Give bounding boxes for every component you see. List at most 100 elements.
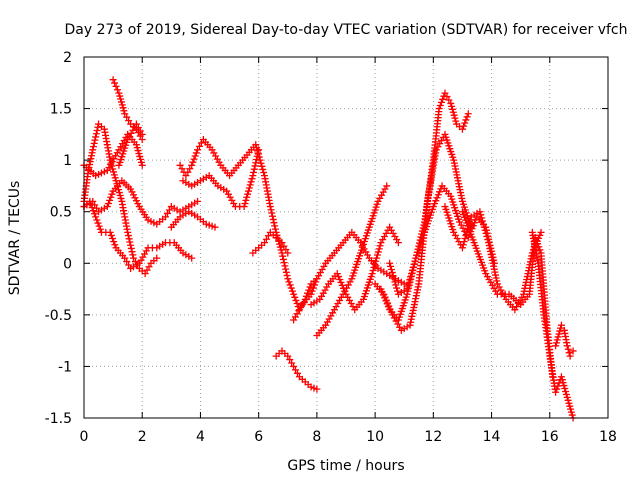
data-point-fill [254, 149, 262, 157]
data-point-fill [387, 262, 395, 270]
series-track-l [290, 228, 408, 324]
chart-title: Day 273 of 2019, Sidereal Day-to-day VTE… [64, 22, 627, 38]
data-point-fill [110, 238, 118, 246]
data-point-fill [478, 214, 486, 222]
data-point-fill [437, 98, 445, 106]
data-point-fill [305, 286, 313, 294]
data-point-fill [192, 149, 200, 157]
data-point-fill [304, 289, 312, 297]
data-point [307, 290, 315, 298]
data-point-fill [242, 196, 250, 204]
series-track-t [528, 228, 577, 422]
data-point-fill [244, 190, 252, 198]
data-point [458, 125, 466, 133]
x-tick-label: 8 [312, 429, 321, 445]
data-point-fill [268, 212, 276, 220]
y-tick-label: -1 [58, 359, 72, 375]
data-point [103, 203, 111, 211]
data-point-fill [407, 273, 415, 281]
data-point-fill [483, 232, 491, 240]
x-tick-label: 18 [599, 429, 617, 445]
data-point-fill [565, 349, 573, 357]
data-point [552, 388, 560, 396]
data-point [138, 130, 146, 138]
data-point-fill [281, 262, 289, 270]
data-point-fill [243, 193, 251, 201]
x-tick-label: 0 [80, 429, 89, 445]
data-point-fill [113, 86, 121, 94]
data-point-fill [93, 216, 101, 224]
data-point-fill [388, 269, 396, 277]
data-point-fill [126, 238, 134, 246]
series-track-h [179, 146, 263, 211]
data-point-fill [406, 276, 414, 284]
data-point-fill [370, 263, 378, 271]
data-point-fill [259, 165, 267, 173]
data-point-fill [267, 206, 275, 214]
data-point [458, 244, 466, 252]
data-point-fill [389, 272, 397, 280]
data-point-fill [250, 165, 258, 173]
data-point-fill [124, 232, 132, 240]
y-tick-labels: -1.5 -1 -0.5 0 0.5 1 1.5 2 [45, 50, 72, 427]
data-point-fill [436, 101, 444, 109]
data-point-fill [89, 207, 97, 215]
data-point [211, 223, 219, 231]
data-point-fill [282, 268, 290, 276]
data-point-fill [306, 283, 314, 291]
data-point-fill [462, 116, 470, 124]
data-point [266, 203, 274, 211]
data-point-fill [479, 217, 487, 225]
data-point [368, 270, 376, 278]
data-point-fill [91, 136, 99, 144]
data-point-fill [293, 300, 301, 308]
data-point-fill [270, 219, 278, 227]
data-point-fill [390, 275, 398, 283]
data-point-fill [95, 222, 103, 230]
data-point-fill [535, 243, 543, 251]
data-point-fill [104, 199, 112, 207]
x-tick-label: 14 [483, 429, 501, 445]
data-point [290, 290, 298, 298]
series-track-i [167, 208, 219, 231]
data-point-fill [405, 279, 413, 287]
y-tick-label: -1.5 [45, 411, 72, 427]
y-axis-title: SDTVAR / TECUs [7, 181, 23, 296]
x-tick-label: 12 [424, 429, 442, 445]
data-point-fill [279, 255, 287, 263]
grid-lines [84, 57, 608, 418]
data-point-fill [271, 225, 279, 233]
y-tick-label: 0 [63, 256, 72, 272]
data-point-fill [246, 181, 254, 189]
data-point [557, 321, 565, 329]
x-tick-label: 6 [254, 429, 263, 445]
data-point-fill [287, 284, 295, 292]
data-point-fill [393, 284, 401, 292]
data-point [400, 280, 408, 288]
data-point-fill [245, 184, 253, 192]
data-point-fill [308, 287, 316, 295]
data-point-fill [460, 238, 468, 246]
series-track-j [249, 228, 292, 257]
data-point [188, 161, 196, 169]
data-point-fill [127, 244, 135, 252]
data-point-fill [373, 251, 381, 259]
data-point-fill [369, 267, 377, 275]
tick-marks [83, 56, 609, 419]
data-point-fill [252, 155, 260, 163]
data-point-fill [460, 122, 468, 130]
data-point-fill [394, 287, 402, 295]
data-point-fill [484, 236, 492, 244]
data-point-fill [108, 190, 116, 198]
data-point-fill [127, 241, 135, 249]
series-track-m [307, 223, 402, 314]
data-point-fill [112, 82, 120, 90]
data-point-fill [461, 119, 469, 127]
data-point-fill [311, 281, 319, 289]
data-point-fill [96, 225, 104, 233]
data-point [403, 285, 411, 293]
data-point-fill [461, 235, 469, 243]
data-point [109, 76, 117, 84]
data-point-fill [269, 215, 277, 223]
